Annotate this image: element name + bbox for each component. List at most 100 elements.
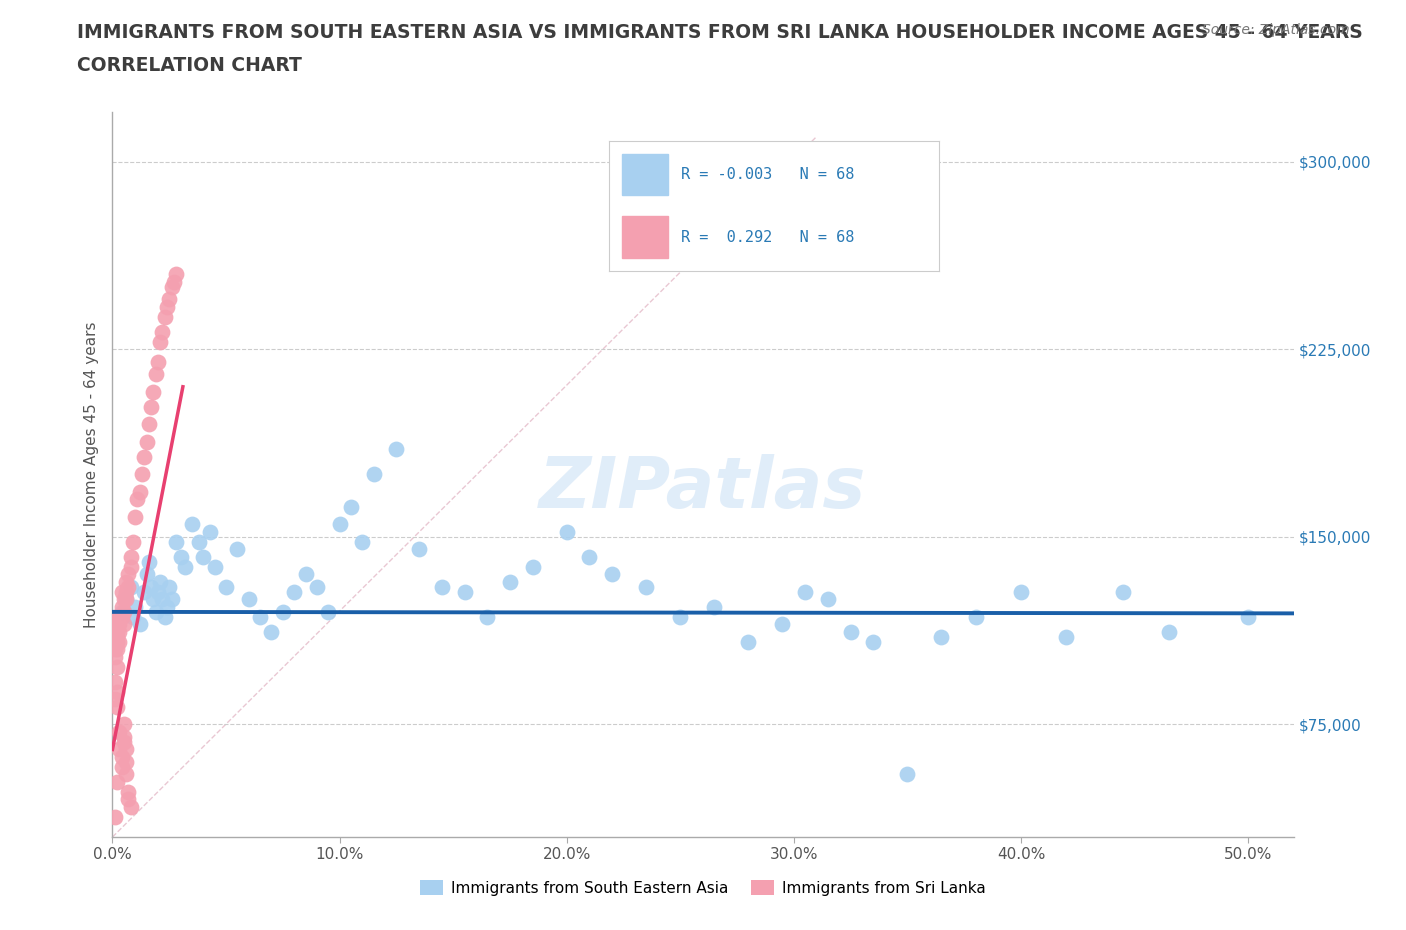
Point bbox=[522, 560, 544, 575]
Point bbox=[138, 417, 160, 432]
Point bbox=[153, 609, 176, 624]
Point bbox=[115, 754, 138, 769]
Point bbox=[283, 584, 305, 599]
Point bbox=[105, 617, 128, 631]
Point bbox=[110, 604, 132, 619]
Point bbox=[134, 449, 156, 464]
Point bbox=[149, 334, 172, 349]
Point bbox=[124, 510, 146, 525]
Point bbox=[294, 567, 316, 582]
Point bbox=[138, 554, 160, 569]
Point bbox=[408, 542, 430, 557]
Point bbox=[117, 579, 139, 594]
Point bbox=[124, 600, 146, 615]
Point bbox=[817, 591, 839, 606]
Point bbox=[316, 604, 339, 619]
Point bbox=[104, 809, 127, 824]
Point bbox=[165, 535, 187, 550]
Point bbox=[215, 579, 238, 594]
Point bbox=[104, 642, 127, 657]
Point bbox=[636, 579, 658, 594]
Point bbox=[249, 609, 271, 624]
Point bbox=[139, 399, 162, 414]
Point bbox=[110, 750, 132, 764]
Point bbox=[112, 604, 135, 619]
Point bbox=[145, 604, 167, 619]
Point bbox=[156, 299, 179, 314]
Point bbox=[104, 624, 127, 639]
Point bbox=[108, 742, 131, 757]
Point bbox=[187, 535, 209, 550]
Point bbox=[104, 634, 127, 649]
Point bbox=[105, 634, 128, 649]
Point bbox=[112, 591, 135, 606]
Point bbox=[352, 535, 374, 550]
Point bbox=[117, 792, 139, 807]
Point bbox=[453, 584, 475, 599]
Point bbox=[108, 624, 131, 639]
Point bbox=[112, 729, 135, 744]
Point bbox=[329, 517, 352, 532]
Point bbox=[226, 542, 249, 557]
Point bbox=[112, 717, 135, 732]
Point bbox=[139, 579, 162, 594]
Point bbox=[271, 604, 294, 619]
Point bbox=[135, 434, 157, 449]
Point bbox=[122, 535, 145, 550]
Point bbox=[260, 624, 283, 639]
Point bbox=[703, 600, 725, 615]
Point bbox=[578, 550, 600, 565]
Point bbox=[112, 617, 135, 631]
Point bbox=[142, 591, 165, 606]
Point bbox=[117, 785, 139, 800]
Text: IMMIGRANTS FROM SOUTH EASTERN ASIA VS IMMIGRANTS FROM SRI LANKA HOUSEHOLDER INCO: IMMIGRANTS FROM SOUTH EASTERN ASIA VS IM… bbox=[77, 23, 1362, 42]
Point bbox=[108, 609, 131, 624]
Point bbox=[157, 292, 180, 307]
Point bbox=[772, 617, 794, 631]
Point bbox=[135, 567, 157, 582]
Point bbox=[115, 767, 138, 782]
Point bbox=[600, 567, 623, 582]
Point bbox=[134, 584, 156, 599]
Point bbox=[128, 485, 150, 499]
Point bbox=[198, 525, 221, 539]
Text: CORRELATION CHART: CORRELATION CHART bbox=[77, 56, 302, 74]
Point bbox=[238, 591, 260, 606]
Point bbox=[737, 634, 759, 649]
Point bbox=[839, 624, 862, 639]
Point bbox=[1054, 630, 1077, 644]
Point bbox=[305, 579, 328, 594]
Point bbox=[105, 642, 128, 657]
Point bbox=[115, 575, 138, 590]
Point bbox=[108, 724, 131, 739]
Point bbox=[555, 525, 578, 539]
Point bbox=[110, 584, 132, 599]
Point bbox=[105, 699, 128, 714]
Point bbox=[363, 467, 385, 482]
Point bbox=[115, 584, 138, 599]
Point bbox=[163, 274, 186, 289]
Text: Source: ZipAtlas.com: Source: ZipAtlas.com bbox=[1202, 23, 1350, 37]
Point bbox=[110, 760, 132, 775]
Point bbox=[145, 366, 167, 381]
Point bbox=[105, 609, 128, 624]
Point bbox=[149, 575, 172, 590]
Point bbox=[120, 800, 142, 815]
Point bbox=[794, 584, 817, 599]
Point bbox=[104, 674, 127, 689]
Y-axis label: Householder Income Ages 45 - 64 years: Householder Income Ages 45 - 64 years bbox=[83, 321, 98, 628]
Point bbox=[105, 775, 128, 790]
Text: ZIPatlas: ZIPatlas bbox=[540, 455, 866, 524]
Point bbox=[340, 499, 363, 514]
Point bbox=[105, 659, 128, 674]
Point bbox=[165, 267, 187, 282]
Point bbox=[120, 560, 142, 575]
Point bbox=[477, 609, 499, 624]
Point bbox=[131, 467, 153, 482]
Point bbox=[104, 609, 127, 624]
Point bbox=[110, 609, 132, 624]
Point bbox=[204, 560, 226, 575]
Point bbox=[1112, 584, 1135, 599]
Point bbox=[127, 492, 149, 507]
Point bbox=[112, 735, 135, 750]
